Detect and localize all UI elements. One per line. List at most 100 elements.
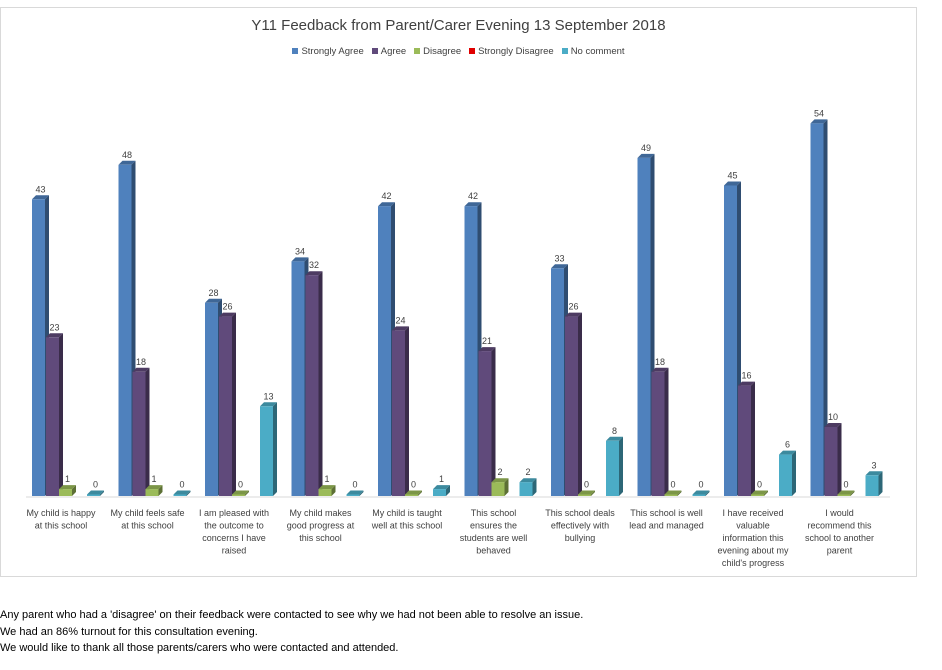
data-label: 2	[525, 467, 530, 477]
bar-side	[491, 347, 496, 496]
legend-swatch	[292, 48, 299, 55]
bar-top	[405, 490, 422, 495]
bar-top	[724, 181, 741, 186]
data-label: 18	[136, 357, 146, 367]
data-label: 48	[122, 150, 132, 160]
bar-front	[59, 489, 72, 496]
bar	[751, 490, 768, 496]
bar-side	[100, 490, 104, 496]
bar	[865, 471, 883, 496]
bar-top	[59, 485, 76, 490]
bar-group: 33 26 0 8	[551, 253, 623, 496]
bar-front	[118, 164, 132, 497]
bar-side	[331, 485, 336, 496]
bar-top	[46, 333, 63, 338]
data-label: 16	[741, 371, 751, 381]
bar	[491, 478, 509, 496]
category-label-line: My child makes	[289, 508, 352, 518]
bar-front	[318, 489, 332, 496]
bar	[392, 326, 409, 496]
data-label: 26	[568, 302, 578, 312]
bar-group: 28 26 0 13	[205, 288, 277, 496]
category-label: My child feels safe at this school	[110, 508, 184, 531]
category-label-line: This school deals	[545, 508, 615, 518]
data-label: 1	[151, 474, 156, 484]
bar-front	[491, 482, 505, 496]
data-label: 0	[93, 480, 98, 490]
bar-group: 42 24 0 1	[378, 191, 450, 496]
bar	[405, 490, 422, 496]
data-label: 1	[439, 474, 444, 484]
bar-top	[433, 485, 450, 490]
data-label: 18	[655, 357, 665, 367]
category-label-line: lead and managed	[629, 521, 704, 531]
bar	[305, 271, 323, 496]
bar-front	[232, 494, 245, 496]
data-label: 54	[814, 108, 824, 118]
bar-front	[219, 316, 232, 496]
bar-front	[637, 157, 651, 496]
bar-side	[273, 402, 277, 496]
bar-top	[145, 485, 163, 490]
data-label: 13	[263, 391, 273, 401]
data-label: 42	[381, 191, 391, 201]
category-label-line: parent	[827, 546, 853, 556]
legend-swatch	[561, 48, 568, 55]
data-label: 3	[871, 460, 876, 470]
bar-side	[664, 367, 669, 496]
bar	[46, 333, 63, 496]
category-label-line: at this school	[121, 521, 174, 531]
bar	[779, 450, 796, 496]
bar-front	[565, 316, 578, 496]
bar-top	[865, 471, 883, 476]
bar	[651, 367, 669, 496]
bar	[219, 312, 236, 496]
note-thanks: We would like to thank all those parents…	[0, 642, 399, 654]
category-label-line: recommend this	[807, 521, 872, 531]
category-label-line: I have received	[722, 508, 783, 518]
bar-front	[46, 337, 59, 496]
bar-front	[478, 351, 492, 496]
category-label-line: this school	[299, 533, 342, 543]
bar-group: 54 10 0 3	[810, 108, 883, 497]
data-label: 0	[670, 480, 675, 490]
bar-side	[751, 381, 755, 496]
bar	[478, 347, 496, 496]
bar	[824, 423, 842, 496]
category-label-line: evening about my	[717, 546, 789, 556]
legend-item-strongly-agree: Strongly Agree	[292, 46, 364, 57]
bar-side	[578, 312, 582, 496]
bar-front	[724, 185, 737, 496]
data-label: 23	[49, 322, 59, 332]
data-label: 42	[468, 191, 478, 201]
bar	[173, 490, 191, 496]
bar-top	[346, 490, 364, 495]
bar-front	[519, 482, 533, 496]
category-label-line: the outcome to	[204, 521, 264, 531]
bar-side	[158, 485, 163, 496]
bar-side	[232, 312, 236, 496]
bar-side	[418, 490, 422, 496]
bar-group: 42 21 2 2	[464, 191, 537, 496]
bar-side	[318, 271, 323, 496]
bar-top	[651, 367, 669, 372]
bar-top	[837, 490, 855, 495]
bar-side	[405, 326, 409, 496]
bar-top	[219, 312, 236, 317]
bar-front	[378, 206, 391, 496]
bar-top	[779, 450, 796, 455]
bar-front	[692, 494, 706, 496]
legend-label: Strongly Disagree	[478, 46, 554, 57]
category-label: I am pleased with the outcome to concerns …	[199, 508, 269, 556]
bar-top	[464, 202, 482, 207]
bar-front	[779, 454, 792, 496]
category-label: I would recommend this school to another pa…	[805, 508, 874, 556]
chart-title: Y11 Feedback from Parent/Carer Evening 1…	[251, 17, 666, 34]
bar-front	[205, 302, 218, 496]
data-label: 0	[352, 480, 357, 490]
bar	[433, 485, 450, 496]
bar-front	[651, 371, 665, 496]
bar-front	[664, 494, 678, 496]
data-label: 45	[727, 171, 737, 181]
bar	[132, 367, 150, 496]
